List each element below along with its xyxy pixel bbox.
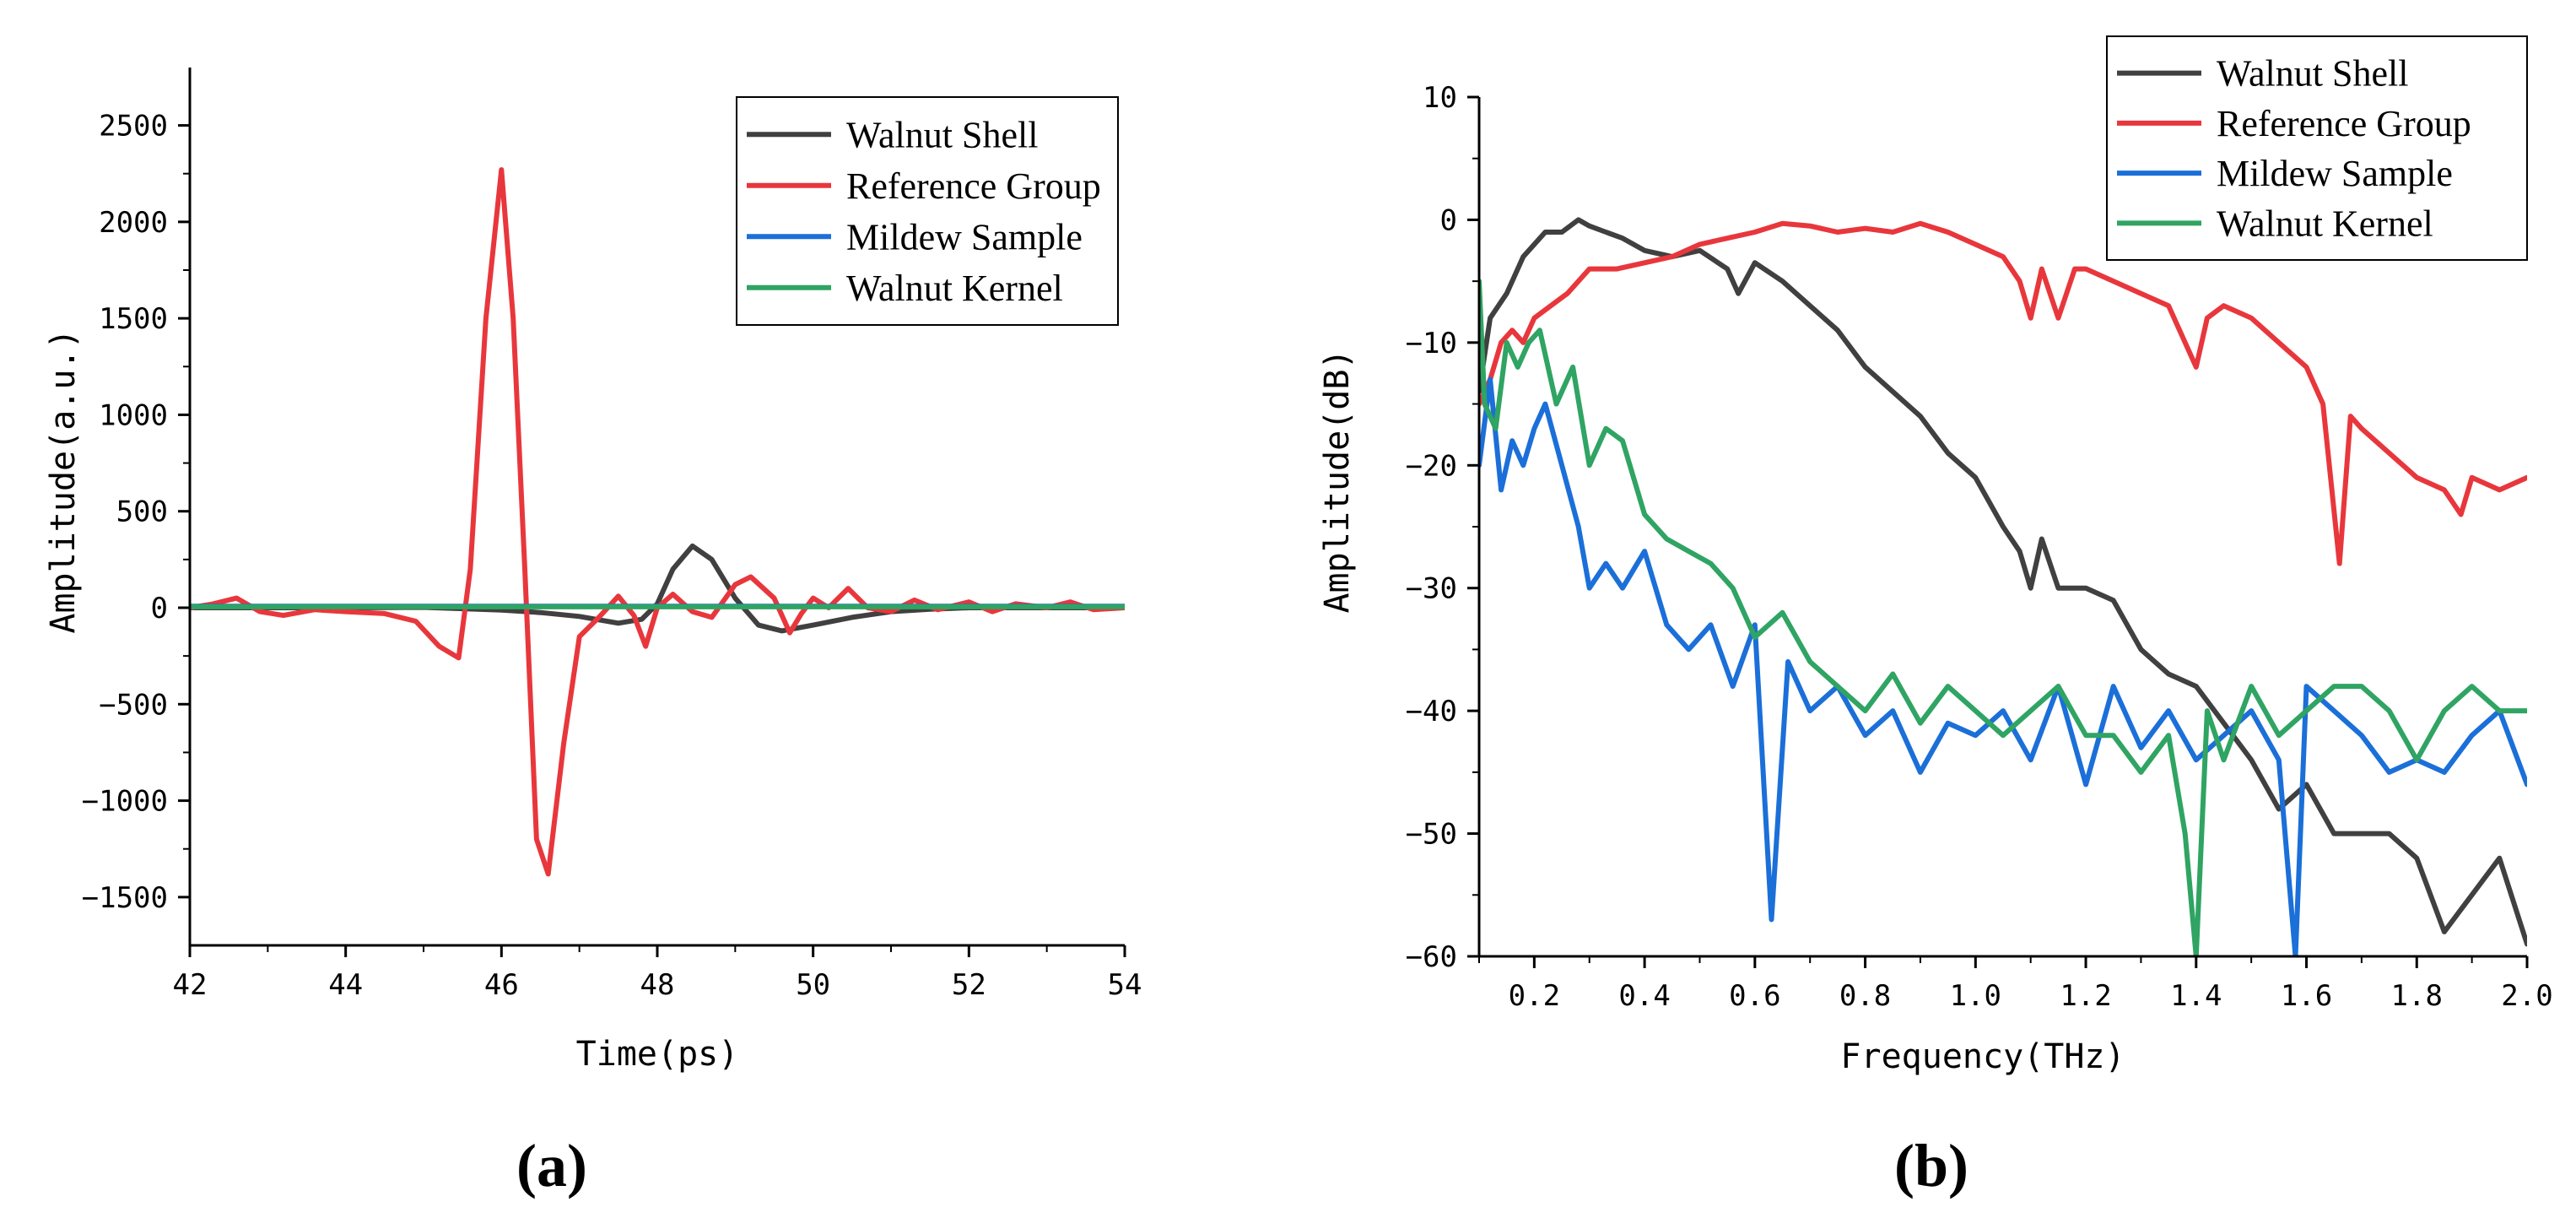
x-tick-label: 1.8 [2391, 979, 2443, 1013]
series-line-walnut-shell [1479, 217, 2527, 947]
panel-a-y-ticks: 2500 2000 1500 1000 500 0 −500 −1000 −1500 [82, 110, 190, 915]
y-tick-label: 0 [151, 592, 168, 625]
y-tick-label: −1000 [82, 785, 168, 819]
legend-label-reference-group: Reference Group [2217, 103, 2471, 144]
y-tick-label: −500 [99, 688, 168, 722]
x-tick-label: 0.4 [1618, 979, 1670, 1013]
panel-a-x-ticks: 42 44 46 48 50 52 54 [173, 945, 1142, 1002]
x-tick-label: 0.2 [1509, 979, 1560, 1013]
x-tick-label: 42 [173, 968, 208, 1002]
panel-b-legend: Walnut Shell Reference Group Mildew Sample… [2106, 35, 2528, 261]
panel-b-series-group [1479, 217, 2527, 956]
series-line-walnut-shell [190, 543, 1125, 634]
series-line-mildew-sample [1479, 376, 2527, 956]
x-tick-label: 46 [484, 968, 519, 1002]
legend-label-walnut-kernel: Walnut Kernel [846, 268, 1063, 309]
y-tick-label: 2000 [99, 206, 168, 240]
panel-a-x-label: Time(ps) [576, 1035, 739, 1074]
series-line-reference-group [1479, 220, 2527, 566]
x-tick-label: 1.0 [1950, 979, 2001, 1013]
x-tick-label: 44 [328, 968, 363, 1002]
y-tick-label: 0 [1440, 203, 1457, 237]
y-tick-label: 10 [1423, 81, 1457, 115]
panel-a: 42 44 46 48 50 52 54 2500 2000 1500 1000 500 0 −500 −… [44, 68, 1142, 1199]
legend-label-walnut-shell: Walnut Shell [846, 114, 1038, 155]
x-tick-label: 1.6 [2281, 979, 2332, 1013]
x-tick-label: 1.4 [2170, 979, 2222, 1013]
y-tick-label: −1500 [82, 881, 168, 915]
series-line-reference-group [190, 167, 1125, 877]
x-tick-label: 54 [1108, 968, 1142, 1002]
y-tick-label: −40 [1406, 695, 1457, 728]
panel-b: 0.2 0.4 0.6 0.8 1.0 1.2 1.4 1.6 1.8 2.0 10 0 −10 −20… [1318, 35, 2553, 1199]
y-tick-label: −50 [1406, 818, 1457, 852]
x-tick-label: 52 [952, 968, 986, 1002]
panel-a-label: (a) [516, 1132, 587, 1199]
x-tick-label: 1.2 [2060, 979, 2111, 1013]
x-tick-label: 0.8 [1839, 979, 1891, 1013]
panel-a-legend-entries: Walnut Shell Reference Group Mildew Sample… [747, 114, 1101, 309]
x-tick-label: 0.6 [1729, 979, 1780, 1013]
legend-label-walnut-shell: Walnut Shell [2217, 53, 2408, 95]
y-tick-label: −10 [1406, 327, 1457, 360]
panel-b-legend-entries: Walnut Shell Reference Group Mildew Sample… [2117, 53, 2471, 244]
y-tick-label: 1000 [99, 398, 168, 432]
panel-a-series-group [190, 167, 1125, 877]
y-tick-label: −20 [1406, 449, 1457, 483]
series-line-walnut-kernel [1479, 279, 2527, 956]
legend-label-walnut-kernel: Walnut Kernel [2217, 203, 2433, 244]
panel-b-x-label: Frequency(THz) [1840, 1037, 2125, 1076]
y-tick-label: −60 [1406, 940, 1457, 974]
x-tick-label: 50 [796, 968, 830, 1002]
panel-b-label: (b) [1894, 1132, 1968, 1199]
y-tick-label: 1500 [99, 302, 168, 336]
y-tick-label: −30 [1406, 572, 1457, 606]
legend-label-mildew-sample: Mildew Sample [2217, 153, 2453, 194]
x-tick-label: 2.0 [2501, 979, 2552, 1013]
y-tick-label: 500 [116, 495, 168, 529]
y-tick-label: 2500 [99, 110, 168, 143]
panel-b-x-ticks: 0.2 0.4 0.6 0.8 1.0 1.2 1.4 1.6 1.8 2.0 [1478, 956, 2553, 1013]
panel-a-legend: Walnut Shell Reference Group Mildew Sample… [736, 96, 1119, 326]
x-tick-label: 48 [640, 968, 675, 1002]
legend-label-reference-group: Reference Group [846, 165, 1101, 207]
panel-b-y-ticks: 10 0 −10 −20 −30 −40 −50 −60 [1406, 81, 1479, 974]
panel-a-y-label: Amplitude(a.u.) [44, 328, 83, 633]
legend-label-mildew-sample: Mildew Sample [846, 216, 1083, 257]
panel-b-y-label: Amplitude(dB) [1318, 349, 1357, 613]
